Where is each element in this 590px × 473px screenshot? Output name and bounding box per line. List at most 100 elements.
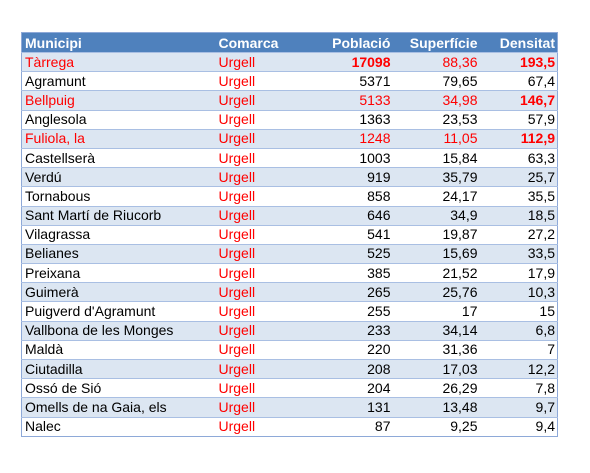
cell-superficie: 34,14 xyxy=(392,320,480,341)
table-row: Ciutadilla Urgell 208 17,03 12,2 xyxy=(21,358,558,379)
header-superficie: Superfície xyxy=(392,32,480,53)
cell-municipi: Preixana xyxy=(21,263,216,283)
cell-superficie: 34,9 xyxy=(392,205,480,226)
cell-municipi: Verdú xyxy=(21,167,216,187)
cell-densitat: 6,8 xyxy=(479,320,558,341)
cell-poblacio: 385 xyxy=(303,263,393,283)
table-row: Anglesola Urgell 1363 23,53 57,9 xyxy=(21,109,558,130)
table-row: Ossó de Sió Urgell 204 26,29 7,8 xyxy=(21,378,558,398)
cell-superficie: 17,03 xyxy=(392,358,480,379)
table-row: Bellpuig Urgell 5133 34,98 146,7 xyxy=(21,90,558,111)
cell-poblacio: 5133 xyxy=(303,90,393,111)
cell-comarca: Urgell xyxy=(215,147,304,168)
cell-densitat: 12,2 xyxy=(479,358,558,379)
cell-municipi: Nalec xyxy=(21,416,216,437)
table-row: Preixana Urgell 385 21,52 17,9 xyxy=(21,263,558,283)
cell-municipi: Sant Martí de Riucorb xyxy=(21,205,216,226)
cell-superficie: 31,36 xyxy=(392,339,480,360)
cell-superficie: 25,76 xyxy=(392,282,480,302)
cell-comarca: Urgell xyxy=(215,128,304,149)
cell-densitat: 9,7 xyxy=(479,397,558,418)
cell-poblacio: 525 xyxy=(303,243,393,264)
cell-comarca: Urgell xyxy=(215,416,304,437)
cell-superficie: 26,29 xyxy=(392,378,480,398)
cell-comarca: Urgell xyxy=(215,263,304,283)
cell-densitat: 27,2 xyxy=(479,224,558,245)
table-row: Tornabous Urgell 858 24,17 35,5 xyxy=(21,186,558,206)
table-row: Fuliola, la Urgell 1248 11,05 112,9 xyxy=(21,128,558,149)
cell-densitat: 67,4 xyxy=(479,71,558,91)
cell-municipi: Puigverd d'Agramunt xyxy=(21,301,216,322)
cell-poblacio: 858 xyxy=(303,186,393,206)
cell-densitat: 18,5 xyxy=(479,205,558,226)
table-row: Guimerà Urgell 265 25,76 10,3 xyxy=(21,282,558,302)
cell-poblacio: 919 xyxy=(303,167,393,187)
table-row: Vilagrassa Urgell 541 19,87 27,2 xyxy=(21,224,558,245)
cell-comarca: Urgell xyxy=(215,301,304,322)
table-row: Tàrrega Urgell 17098 88,36 193,5 xyxy=(21,51,558,72)
cell-municipi: Tàrrega xyxy=(21,51,216,72)
cell-comarca: Urgell xyxy=(215,339,304,360)
cell-municipi: Fuliola, la xyxy=(21,128,216,149)
cell-densitat: 146,7 xyxy=(479,90,558,111)
cell-densitat: 25,7 xyxy=(479,167,558,187)
cell-superficie: 88,36 xyxy=(392,51,480,72)
cell-comarca: Urgell xyxy=(215,90,304,111)
cell-superficie: 24,17 xyxy=(392,186,480,206)
cell-poblacio: 208 xyxy=(303,358,393,379)
municipalities-table: Municipi Comarca Població Superfície Den… xyxy=(21,32,558,437)
cell-poblacio: 1363 xyxy=(303,109,393,130)
cell-municipi: Bellpuig xyxy=(21,90,216,111)
table-row: Belianes Urgell 525 15,69 33,5 xyxy=(21,243,558,264)
cell-poblacio: 265 xyxy=(303,282,393,302)
cell-comarca: Urgell xyxy=(215,205,304,226)
cell-superficie: 79,65 xyxy=(392,71,480,91)
cell-densitat: 57,9 xyxy=(479,109,558,130)
cell-comarca: Urgell xyxy=(215,109,304,130)
cell-comarca: Urgell xyxy=(215,224,304,245)
cell-poblacio: 233 xyxy=(303,320,393,341)
cell-superficie: 23,53 xyxy=(392,109,480,130)
table-row: Castellserà Urgell 1003 15,84 63,3 xyxy=(21,147,558,168)
cell-municipi: Tornabous xyxy=(21,186,216,206)
cell-municipi: Ciutadilla xyxy=(21,358,216,379)
cell-poblacio: 541 xyxy=(303,224,393,245)
cell-densitat: 15 xyxy=(479,301,558,322)
table-row: Verdú Urgell 919 35,79 25,7 xyxy=(21,167,558,187)
cell-poblacio: 131 xyxy=(303,397,393,418)
cell-densitat: 9,4 xyxy=(479,416,558,437)
table-row: Maldà Urgell 220 31,36 7 xyxy=(21,339,558,360)
cell-superficie: 11,05 xyxy=(392,128,480,149)
cell-municipi: Agramunt xyxy=(21,71,216,91)
cell-poblacio: 646 xyxy=(303,205,393,226)
cell-densitat: 112,9 xyxy=(479,128,558,149)
cell-densitat: 33,5 xyxy=(479,243,558,264)
cell-municipi: Guimerà xyxy=(21,282,216,302)
cell-comarca: Urgell xyxy=(215,320,304,341)
cell-superficie: 35,79 xyxy=(392,167,480,187)
cell-superficie: 15,69 xyxy=(392,243,480,264)
table-row: Agramunt Urgell 5371 79,65 67,4 xyxy=(21,71,558,91)
cell-superficie: 21,52 xyxy=(392,263,480,283)
cell-municipi: Vallbona de les Monges xyxy=(21,320,216,341)
table-body: Tàrrega Urgell 17098 88,36 193,5 Agramunt Urge… xyxy=(21,51,558,437)
table-row: Omells de na Gaia, els Urgell 131 13,48 9,7 xyxy=(21,397,558,418)
cell-superficie: 19,87 xyxy=(392,224,480,245)
cell-poblacio: 5371 xyxy=(303,71,393,91)
cell-comarca: Urgell xyxy=(215,167,304,187)
header-municipi: Municipi xyxy=(21,32,216,53)
cell-densitat: 63,3 xyxy=(479,147,558,168)
cell-poblacio: 255 xyxy=(303,301,393,322)
table-row: Puigverd d'Agramunt Urgell 255 17 15 xyxy=(21,301,558,322)
cell-municipi: Castellserà xyxy=(21,147,216,168)
cell-comarca: Urgell xyxy=(215,378,304,398)
cell-superficie: 9,25 xyxy=(392,416,480,437)
table-row: Sant Martí de Riucorb Urgell 646 34,9 18,5 xyxy=(21,205,558,226)
cell-densitat: 193,5 xyxy=(479,51,558,72)
cell-comarca: Urgell xyxy=(215,243,304,264)
cell-municipi: Ossó de Sió xyxy=(21,378,216,398)
header-poblacio: Població xyxy=(303,32,393,53)
cell-poblacio: 220 xyxy=(303,339,393,360)
cell-municipi: Omells de na Gaia, els xyxy=(21,397,216,418)
cell-comarca: Urgell xyxy=(215,51,304,72)
